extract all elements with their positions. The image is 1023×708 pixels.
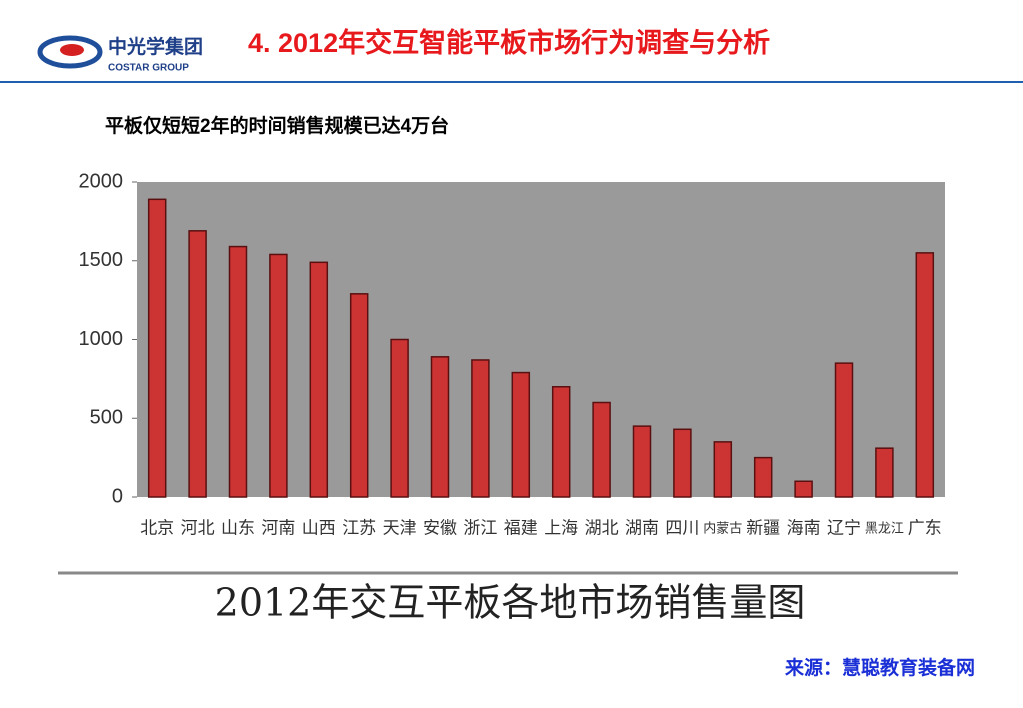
slide-title: 4. 2012年交互智能平板市场行为调查与分析	[248, 27, 770, 58]
bar	[673, 428, 692, 498]
x-tick-label: 北京	[140, 518, 174, 537]
x-tick-label: 四川	[665, 518, 699, 537]
chart-title: 2012年交互平板各地市场销售量图	[215, 581, 806, 625]
x-tick-label: 天津	[383, 518, 417, 537]
y-tick-label: 500	[90, 407, 123, 429]
bar	[875, 447, 894, 498]
logo-dot	[60, 44, 84, 56]
bar	[471, 359, 490, 498]
x-tick-label: 辽宁	[827, 518, 861, 537]
subtitle: 平板仅短短2年的时间销售规模已达4万台	[105, 114, 449, 137]
bar	[228, 245, 248, 498]
logo-sub: COSTAR GROUP	[108, 63, 189, 74]
x-tick-label: 福建	[504, 518, 538, 537]
x-tick-label: 河南	[261, 518, 295, 537]
logo-ring	[37, 35, 103, 69]
bar	[592, 401, 611, 498]
logo: 中光学集团 COSTAR GROUP	[37, 35, 203, 74]
bar	[349, 293, 369, 498]
bar	[713, 441, 733, 498]
chart: 0 500 1000 1500 2000 北京 河北 山东 河南 山西 江苏 天津 安徽 浙江 福建 上海 湖北…	[79, 170, 942, 537]
x-tick-label: 新疆	[746, 518, 780, 537]
bar	[188, 230, 207, 498]
bar	[309, 261, 329, 498]
bar	[551, 386, 571, 498]
plot-area	[137, 182, 945, 497]
bar	[915, 252, 935, 498]
bar	[632, 425, 652, 498]
x-tick-label: 河北	[181, 518, 215, 537]
x-tick-label: 山西	[302, 518, 336, 537]
bar	[147, 198, 167, 498]
x-tick-label: 海南	[787, 518, 821, 537]
y-tick-label: 1000	[79, 328, 124, 350]
x-tick-label: 山东	[221, 518, 255, 537]
bar	[269, 253, 288, 498]
y-tick-label: 1500	[79, 249, 124, 271]
bar	[430, 356, 450, 498]
bar	[794, 480, 813, 498]
x-tick-label: 江苏	[342, 518, 376, 537]
x-tick-label: 湖南	[625, 518, 659, 537]
bar	[390, 338, 409, 498]
x-tick-label: 浙江	[463, 518, 497, 537]
bar	[834, 362, 854, 498]
y-tick-label: 2000	[79, 170, 124, 192]
x-tick-label: 广东	[908, 518, 942, 537]
y-tick-label: 0	[112, 485, 123, 507]
x-tick-label: 安徽	[423, 518, 457, 537]
logo-name: 中光学集团	[108, 35, 203, 58]
x-tick-label: 内蒙古	[703, 520, 742, 535]
bar	[511, 371, 531, 498]
bar	[753, 456, 773, 498]
x-tick-label: 湖北	[585, 518, 619, 537]
source: 来源：慧聪教育装备网	[785, 656, 975, 679]
x-tick-label: 上海	[544, 518, 578, 537]
x-tick-label: 黑龙江	[865, 520, 904, 535]
